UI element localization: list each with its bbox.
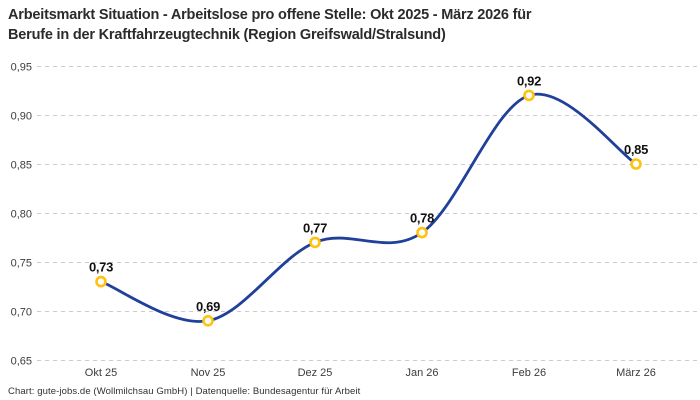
y-tick-label: 0,90 <box>11 111 32 123</box>
data-point-marker <box>630 158 642 170</box>
x-tick-label: Okt 25 <box>85 367 117 379</box>
data-point-marker <box>202 314 214 327</box>
data-point-marker <box>523 89 535 102</box>
data-point-label: 0,73 <box>89 260 113 275</box>
y-axis-labels: 0,65 0,70 0,75 0,80 0,85 0,90 0,95 <box>11 62 32 368</box>
data-label-layer: 0,73 0,69 0,77 0,78 0,92 0,85 <box>89 73 648 313</box>
chart-title: Arbeitsmarkt Situation - Arbeitslose pro… <box>8 5 692 45</box>
data-point-label: 0,69 <box>196 299 220 314</box>
trend-line <box>99 92 638 323</box>
x-tick-label: März 26 <box>616 367 656 379</box>
data-point-marker <box>309 236 321 249</box>
attribution: Chart: gute-jobs.de (Wollmilchsau GmbH) … <box>8 386 361 397</box>
x-tick-label: Jan 26 <box>405 367 438 379</box>
data-point-marker <box>416 226 428 239</box>
data-point-label: 0,92 <box>517 73 541 88</box>
trend-line-layer <box>99 92 638 323</box>
data-point-label: 0,85 <box>624 142 648 157</box>
x-tick-label: Nov 25 <box>191 367 226 379</box>
x-tick-label: Feb 26 <box>512 367 546 379</box>
data-point-marker <box>95 275 107 288</box>
data-point-label: 0,77 <box>303 220 327 235</box>
y-tick-label: 0,65 <box>11 356 32 368</box>
y-tick-label: 0,85 <box>11 160 32 172</box>
grid-layer <box>37 66 697 361</box>
x-axis-labels: Okt 25 Nov 25 Dez 25 Jan 26 Feb 26 März 26 <box>85 367 656 379</box>
x-tick-label: Dez 25 <box>298 367 333 379</box>
chart-title-line1: Arbeitsmarkt Situation - Arbeitslose pro… <box>8 7 532 23</box>
y-tick-label: 0,95 <box>11 62 32 74</box>
chart-title-line2: Berufe in der Kraftfahrzeugtechnik (Regi… <box>8 27 446 43</box>
y-tick-label: 0,75 <box>11 258 32 270</box>
y-tick-label: 0,80 <box>11 209 32 221</box>
data-point-label: 0,78 <box>410 211 434 226</box>
y-tick-label: 0,70 <box>11 307 32 319</box>
marker-layer <box>95 89 642 327</box>
